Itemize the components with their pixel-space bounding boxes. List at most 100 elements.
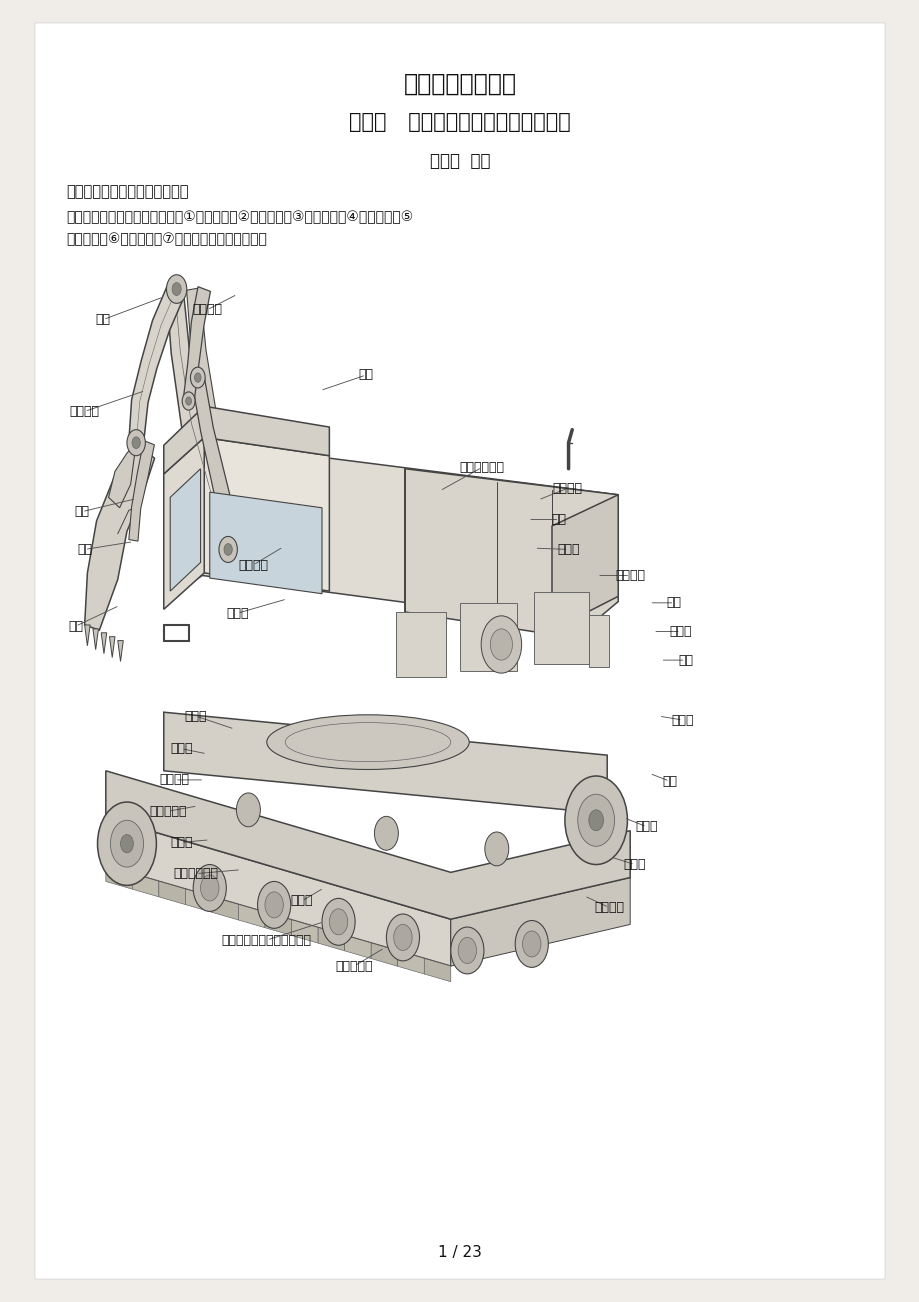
Polygon shape [129, 440, 154, 542]
FancyBboxPatch shape [588, 615, 608, 667]
Circle shape [236, 793, 260, 827]
Circle shape [588, 810, 603, 831]
FancyBboxPatch shape [533, 592, 588, 664]
Circle shape [132, 436, 140, 448]
Text: 铲斗: 铲斗 [68, 620, 83, 633]
Polygon shape [166, 288, 240, 557]
Text: 腹带板: 腹带板 [185, 710, 207, 723]
Text: 斗杆油缸: 斗杆油缸 [192, 303, 221, 316]
Polygon shape [424, 958, 450, 982]
Text: 配重: 配重 [662, 775, 676, 788]
Polygon shape [187, 288, 255, 555]
Polygon shape [318, 927, 345, 950]
Text: 支重轮: 支重轮 [170, 836, 192, 849]
Polygon shape [106, 818, 450, 966]
Polygon shape [164, 443, 618, 625]
Circle shape [515, 921, 548, 967]
Circle shape [172, 283, 181, 296]
Ellipse shape [267, 715, 469, 769]
Text: 履带导向装置: 履带导向装置 [174, 867, 218, 880]
Text: 传动系统、⑥行走机构和⑦辅助设备等，如图所示。: 传动系统、⑥行走机构和⑦辅助设备等，如图所示。 [66, 233, 267, 246]
Text: 柴油筱: 柴油筱 [557, 543, 579, 556]
Circle shape [110, 820, 143, 867]
Text: 1 / 23: 1 / 23 [437, 1245, 482, 1260]
FancyBboxPatch shape [460, 603, 516, 671]
Polygon shape [170, 469, 200, 591]
Circle shape [219, 536, 237, 562]
Polygon shape [186, 889, 211, 913]
Circle shape [127, 430, 145, 456]
Polygon shape [106, 866, 132, 889]
Polygon shape [210, 492, 322, 594]
Circle shape [166, 275, 187, 303]
Circle shape [257, 881, 290, 928]
Text: 柴油机: 柴油机 [671, 713, 693, 727]
Polygon shape [211, 897, 238, 921]
Text: 托链轮: 托链轮 [290, 894, 312, 907]
FancyBboxPatch shape [395, 612, 446, 677]
Circle shape [393, 924, 412, 950]
Text: 单斗液压挖掘机的总体结构包括①动力装置、②工作装置、③回转机构、④操纵机构、⑤: 单斗液压挖掘机的总体结构包括①动力装置、②工作装置、③回转机构、④操纵机构、⑤ [66, 211, 413, 224]
Text: 履带主链节: 履带主链节 [335, 960, 372, 973]
Text: 铲斗油缸: 铲斗油缸 [70, 405, 99, 418]
Text: 引导轮: 引导轮 [170, 742, 192, 755]
Text: 摇杆: 摇杆 [74, 505, 89, 518]
Text: 中央回转接头: 中央回转接头 [460, 461, 504, 474]
Polygon shape [109, 637, 115, 658]
Polygon shape [345, 935, 370, 958]
Circle shape [386, 914, 419, 961]
Polygon shape [164, 437, 204, 609]
Circle shape [182, 392, 195, 410]
Polygon shape [106, 771, 630, 919]
Polygon shape [164, 406, 329, 474]
Circle shape [329, 909, 347, 935]
Text: 连杆: 连杆 [77, 543, 92, 556]
Polygon shape [132, 874, 159, 897]
Circle shape [450, 927, 483, 974]
Circle shape [97, 802, 156, 885]
Polygon shape [397, 950, 424, 974]
Polygon shape [204, 437, 329, 591]
Text: 第一节  概述: 第一节 概述 [429, 152, 490, 171]
Circle shape [265, 892, 283, 918]
Polygon shape [183, 286, 210, 402]
Polygon shape [191, 375, 247, 566]
Polygon shape [101, 633, 107, 654]
Text: 散热器: 散热器 [635, 820, 657, 833]
Circle shape [481, 616, 521, 673]
Circle shape [577, 794, 614, 846]
Text: 第一章   挖掘机的基本构造及工作原理: 第一章 挖掘机的基本构造及工作原理 [348, 112, 571, 133]
Polygon shape [370, 943, 397, 966]
Polygon shape [238, 905, 265, 928]
Polygon shape [450, 878, 630, 966]
Text: 驾驶室: 驾驶室 [226, 607, 248, 620]
Polygon shape [85, 625, 90, 646]
Polygon shape [93, 629, 98, 650]
Text: 主泵: 主泵 [677, 654, 692, 667]
Polygon shape [265, 913, 291, 935]
Text: 一、单斗液压挖掘机的总体结构: 一、单斗液压挖掘机的总体结构 [66, 184, 188, 199]
Circle shape [374, 816, 398, 850]
Circle shape [200, 875, 219, 901]
Circle shape [194, 372, 201, 383]
Polygon shape [159, 881, 186, 905]
Text: 缓冲弹簧: 缓冲弹簧 [160, 773, 189, 786]
Polygon shape [551, 495, 618, 630]
Text: 液压油筱: 液压油筱 [615, 569, 644, 582]
Text: 冷凝器: 冷凝器 [623, 858, 645, 871]
Text: 电灃: 电灃 [551, 513, 566, 526]
Text: 回转马达: 回转马达 [552, 482, 582, 495]
Circle shape [458, 937, 476, 963]
Circle shape [490, 629, 512, 660]
Circle shape [484, 832, 508, 866]
Circle shape [564, 776, 627, 865]
Text: 主阀: 主阀 [666, 596, 681, 609]
Polygon shape [291, 919, 318, 943]
Circle shape [193, 865, 226, 911]
Polygon shape [404, 469, 618, 638]
Circle shape [190, 367, 205, 388]
Circle shape [224, 544, 232, 556]
FancyBboxPatch shape [35, 23, 884, 1279]
Text: 旋转多路控制阀（可选件）: 旋转多路控制阀（可选件） [221, 934, 312, 947]
Text: 第一部分：挖掘机: 第一部分：挖掘机 [403, 72, 516, 95]
